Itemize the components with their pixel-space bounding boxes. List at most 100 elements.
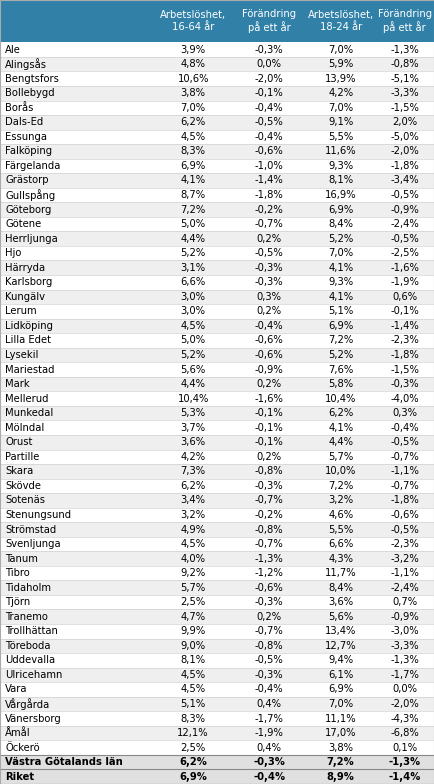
- Bar: [0, 260, 434, 275]
- Text: -0,7%: -0,7%: [255, 219, 283, 229]
- Text: 11,6%: 11,6%: [325, 147, 356, 156]
- Bar: [0, 318, 434, 333]
- Text: 7,2%: 7,2%: [327, 757, 355, 768]
- Text: -1,0%: -1,0%: [255, 161, 283, 171]
- Text: Mark: Mark: [5, 379, 30, 389]
- Text: 5,9%: 5,9%: [328, 59, 353, 69]
- Text: Uddevalla: Uddevalla: [5, 655, 55, 666]
- Bar: [0, 377, 434, 391]
- Bar: [0, 609, 434, 624]
- Text: -3,4%: -3,4%: [391, 176, 419, 186]
- Text: -0,1%: -0,1%: [390, 307, 419, 317]
- Text: Härryda: Härryda: [5, 263, 45, 273]
- Text: -0,4%: -0,4%: [391, 423, 419, 433]
- Text: 3,6%: 3,6%: [181, 437, 206, 447]
- Text: Falköping: Falköping: [5, 147, 53, 156]
- Text: -1,4%: -1,4%: [255, 176, 283, 186]
- Text: 6,6%: 6,6%: [181, 278, 206, 287]
- Bar: [0, 508, 434, 522]
- Text: 4,5%: 4,5%: [181, 321, 206, 331]
- Text: 4,6%: 4,6%: [328, 510, 353, 520]
- Text: -0,8%: -0,8%: [255, 641, 283, 651]
- Text: 0,3%: 0,3%: [256, 292, 282, 302]
- Text: -6,8%: -6,8%: [390, 728, 419, 738]
- Text: 7,6%: 7,6%: [328, 365, 353, 375]
- Text: Tanum: Tanum: [5, 554, 38, 564]
- Text: 8,4%: 8,4%: [328, 583, 353, 593]
- Text: -0,6%: -0,6%: [255, 583, 283, 593]
- Text: 13,4%: 13,4%: [325, 626, 356, 637]
- Text: 5,1%: 5,1%: [181, 699, 206, 709]
- Text: Mölndal: Mölndal: [5, 423, 44, 433]
- Text: 5,6%: 5,6%: [328, 612, 353, 622]
- Text: Tjörn: Tjörn: [5, 597, 30, 608]
- Bar: [0, 740, 434, 755]
- Text: -1,8%: -1,8%: [390, 161, 419, 171]
- Text: 5,2%: 5,2%: [328, 350, 353, 360]
- Text: -2,3%: -2,3%: [390, 336, 419, 346]
- Text: -1,9%: -1,9%: [390, 278, 419, 287]
- Text: 9,3%: 9,3%: [328, 161, 353, 171]
- Text: -3,3%: -3,3%: [391, 89, 419, 98]
- Text: -2,0%: -2,0%: [390, 147, 419, 156]
- Text: -0,6%: -0,6%: [255, 336, 283, 346]
- Text: 10,4%: 10,4%: [178, 394, 209, 404]
- Text: 11,7%: 11,7%: [325, 568, 356, 578]
- Text: Färgelanda: Färgelanda: [5, 161, 61, 171]
- Text: -2,4%: -2,4%: [390, 219, 419, 229]
- Bar: [0, 289, 434, 304]
- Text: 0,0%: 0,0%: [256, 59, 282, 69]
- Text: 0,2%: 0,2%: [256, 234, 282, 244]
- Text: 3,6%: 3,6%: [328, 597, 353, 608]
- Text: -0,4%: -0,4%: [255, 103, 283, 113]
- Text: 5,5%: 5,5%: [328, 524, 353, 535]
- Text: 0,7%: 0,7%: [392, 597, 417, 608]
- Text: -0,7%: -0,7%: [390, 481, 419, 491]
- Text: -5,0%: -5,0%: [390, 132, 419, 142]
- Text: -0,3%: -0,3%: [255, 263, 283, 273]
- Text: 8,3%: 8,3%: [181, 147, 206, 156]
- Text: -2,3%: -2,3%: [390, 539, 419, 549]
- Text: -4,3%: -4,3%: [391, 713, 419, 724]
- Bar: [0, 711, 434, 726]
- Bar: [0, 57, 434, 71]
- Text: -0,5%: -0,5%: [390, 524, 419, 535]
- Text: 4,3%: 4,3%: [328, 554, 353, 564]
- Bar: [0, 624, 434, 639]
- Text: Essunga: Essunga: [5, 132, 47, 142]
- Text: -0,8%: -0,8%: [391, 59, 419, 69]
- Bar: [0, 187, 434, 202]
- Text: Ulricehamn: Ulricehamn: [5, 670, 62, 680]
- Text: 0,2%: 0,2%: [256, 379, 282, 389]
- Text: -0,2%: -0,2%: [255, 510, 283, 520]
- Text: -1,8%: -1,8%: [255, 190, 283, 200]
- Bar: [0, 115, 434, 129]
- Text: Lysekil: Lysekil: [5, 350, 39, 360]
- Text: Lilla Edet: Lilla Edet: [5, 336, 51, 346]
- Text: 2,0%: 2,0%: [392, 118, 417, 127]
- Text: -1,9%: -1,9%: [255, 728, 283, 738]
- Bar: [0, 595, 434, 609]
- Text: -2,0%: -2,0%: [390, 699, 419, 709]
- Text: 4,5%: 4,5%: [181, 132, 206, 142]
- Text: Mellerud: Mellerud: [5, 394, 49, 404]
- Text: -0,1%: -0,1%: [255, 423, 283, 433]
- Text: Dals-Ed: Dals-Ed: [5, 118, 43, 127]
- Text: 5,0%: 5,0%: [181, 336, 206, 346]
- Text: -0,5%: -0,5%: [255, 118, 283, 127]
- Text: -4,0%: -4,0%: [391, 394, 419, 404]
- Text: -0,3%: -0,3%: [255, 597, 283, 608]
- Text: Riket: Riket: [5, 771, 34, 782]
- Text: 6,2%: 6,2%: [181, 481, 206, 491]
- Text: -0,4%: -0,4%: [253, 771, 285, 782]
- Bar: [0, 129, 434, 144]
- Text: 2,5%: 2,5%: [181, 742, 206, 753]
- Text: 4,1%: 4,1%: [328, 263, 353, 273]
- Bar: [0, 478, 434, 493]
- Text: 3,0%: 3,0%: [181, 307, 206, 317]
- Bar: [0, 769, 434, 784]
- Text: Sotenäs: Sotenäs: [5, 495, 45, 506]
- Text: -0,3%: -0,3%: [255, 481, 283, 491]
- Text: 4,9%: 4,9%: [181, 524, 206, 535]
- Text: 0,4%: 0,4%: [256, 699, 282, 709]
